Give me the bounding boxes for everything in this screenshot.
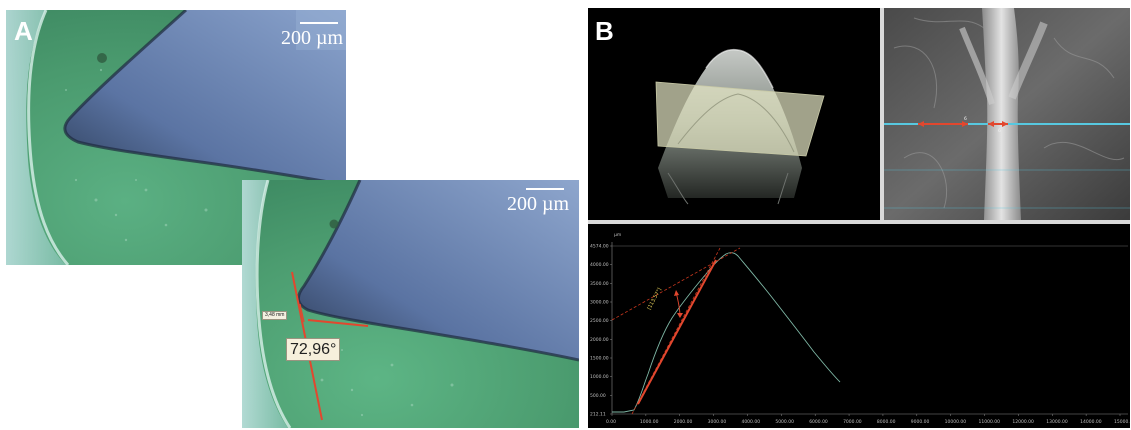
profile-y-tick-label: 2500.00	[590, 318, 609, 324]
profile-plot-svg: 4574.00 4000.00 3500.00 3000.00 2500.00 2000.…	[590, 233, 1130, 425]
profile-x-tick-label: 15000.00	[1114, 419, 1130, 425]
3d-surface-render	[655, 48, 825, 205]
profile-y-tick-label: 212.11	[590, 412, 606, 418]
profile-y-tick-label: 3500.00	[590, 281, 609, 287]
sem-image: 6 6	[884, 8, 1130, 220]
profile-x-tick-label: 11000.00	[979, 419, 1001, 425]
panel-a: 200 µm A	[6, 10, 579, 428]
panel-b-divider-vertical	[880, 8, 884, 220]
profile-x-tick-label: 1000.00	[640, 419, 659, 425]
scale-bar-label-top: 200 µm	[281, 27, 344, 49]
profile-y-tick-label: 1500.00	[590, 356, 609, 362]
panel-b: B	[588, 8, 1130, 428]
profile-x-tick-label: 7000.00	[843, 419, 862, 425]
profile-x-tick-label: 8000.00	[877, 419, 896, 425]
panel-b-divider-horizontal	[588, 220, 1130, 224]
profile-tangent-solid	[637, 259, 717, 405]
angle-label: 72,96°	[286, 338, 341, 362]
profile-x-tick-label: 14000.00	[1080, 419, 1102, 425]
panel-b-3d-view: B	[588, 8, 880, 220]
panel-letter-b: B	[595, 16, 614, 46]
measure-line-horizontal	[307, 319, 369, 327]
length-tag: 3,48 mm	[262, 311, 288, 320]
micrograph-top: 200 µm A	[6, 10, 346, 265]
profile-y-ticks: 4574.00 4000.00 3500.00 3000.00 2500.00 2000.…	[590, 244, 612, 418]
profile-x-tick-label: 13000.00	[1046, 419, 1068, 425]
panel-b-profile-plot: 4574.00 4000.00 3500.00 3000.00 2500.00 2000.…	[588, 224, 1130, 428]
profile-curve	[612, 252, 841, 413]
profile-x-tick-label: 5000.00	[775, 419, 794, 425]
micrograph-top-image	[6, 10, 346, 265]
panel-b-sem-view: 6 6	[884, 8, 1130, 220]
profile-x-tick-label: 6000.00	[809, 419, 828, 425]
profile-y-tick-label: 2000.00	[590, 337, 609, 343]
profile-y-tick-label: 4000.00	[590, 262, 609, 268]
profile-y-tick-label: 1000.00	[590, 374, 609, 380]
micrograph-bottom-image	[242, 180, 579, 428]
sem-label-2: 6	[998, 128, 1001, 134]
profile-x-tick-label: 0.00	[606, 419, 616, 425]
profile-angle-arc	[675, 291, 681, 317]
sem-label-1: 6	[964, 116, 967, 122]
micrograph-bottom: 200 µm 3,48 mm 72,96°	[242, 180, 579, 428]
profile-unit-marker: µm	[614, 233, 621, 238]
profile-x-tick-label: 9000.00	[911, 419, 930, 425]
scale-bar-line-bottom	[526, 188, 564, 190]
profile-x-ticks: 0.00 1000.00 2000.00 3000.00 4000.00 5000.00 6…	[606, 414, 1130, 425]
profile-x-tick-label: 12000.00	[1012, 419, 1034, 425]
panel-letter-a: A	[14, 16, 33, 46]
profile-y-tick-label: 4574.00	[590, 244, 609, 250]
profile-x-tick-label: 10000.00	[945, 419, 967, 425]
profile-x-tick-label: 2000.00	[674, 419, 693, 425]
profile-x-tick-label: 4000.00	[741, 419, 760, 425]
scale-bar-line-top	[300, 22, 338, 24]
measure-arc	[299, 303, 305, 323]
scale-bar-label-bottom: 200 µm	[507, 193, 570, 215]
profile-y-tick-label: 3000.00	[590, 300, 609, 306]
profile-y-tick-label: 500.00	[590, 393, 606, 399]
profile-x-tick-label: 3000.00	[708, 419, 727, 425]
profile-tangent-dashed	[611, 247, 741, 321]
